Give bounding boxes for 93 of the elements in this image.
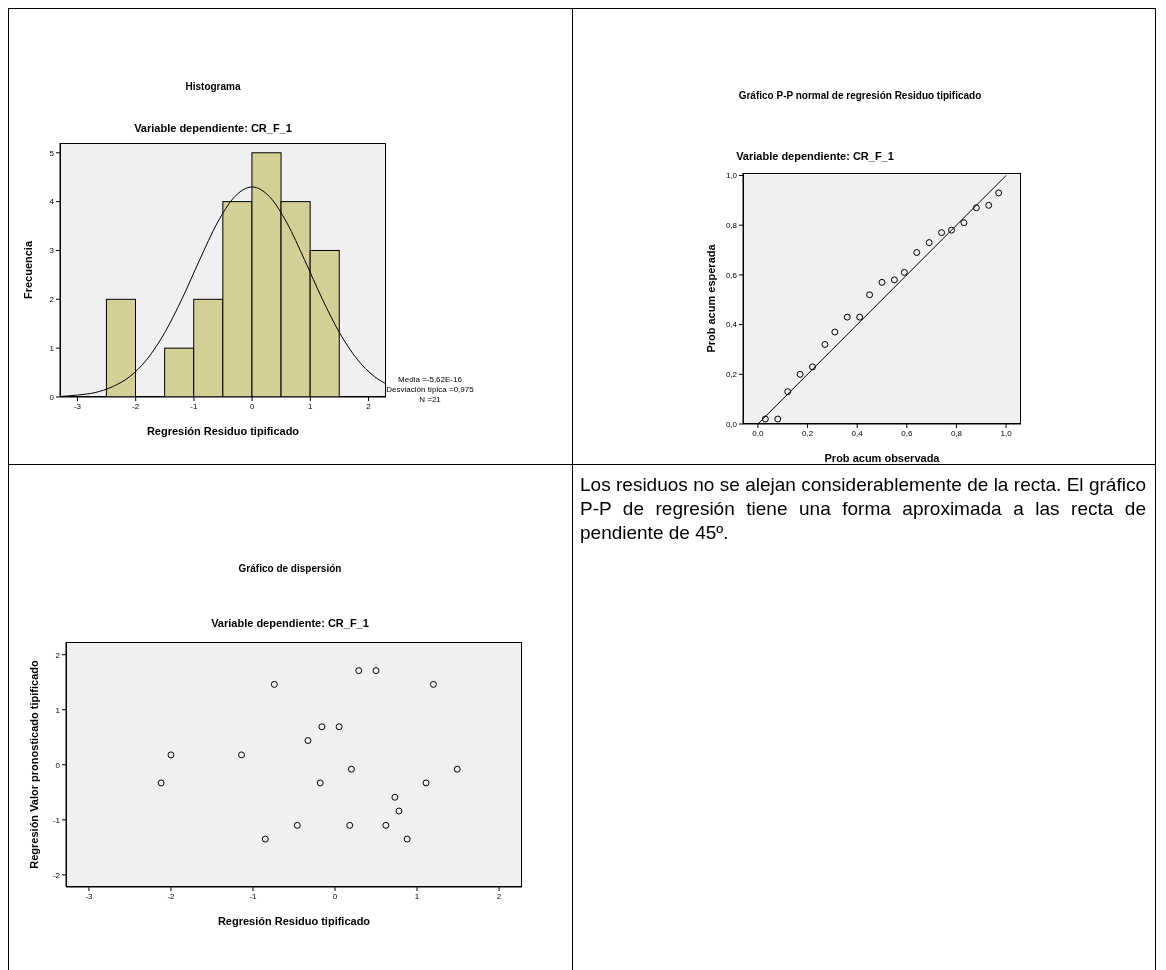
- x-axis-title: Prob acum observada: [824, 452, 941, 464]
- chart-title: Histograma: [184, 81, 242, 92]
- point: [972, 204, 980, 212]
- y-tick-label: 0,0: [725, 419, 738, 429]
- x-tick-label: 0: [332, 891, 338, 901]
- x-axis-title: Regresión Residuo tipificado: [217, 915, 371, 927]
- point: [293, 821, 301, 829]
- point: [796, 370, 804, 378]
- point: [261, 835, 269, 843]
- point: [831, 328, 839, 336]
- point: [774, 415, 782, 423]
- point: [453, 765, 461, 773]
- x-tick-label: -3: [85, 891, 94, 901]
- point: [403, 835, 411, 843]
- y-tick-label: 5: [49, 148, 55, 158]
- point: [157, 779, 165, 787]
- point: [938, 229, 946, 237]
- point: [784, 388, 792, 396]
- y-tick-label: 0,6: [725, 270, 738, 280]
- y-tick-label: 4: [49, 197, 55, 207]
- point: [238, 751, 245, 759]
- point: [318, 723, 326, 731]
- y-tick-label: 1: [55, 705, 61, 715]
- text: Los residuos no se alejan considerablemente de la recta. El gráfico P-P de regresión tiene una forma aproximada a las recta de pendiente de 45º.: [580, 473, 1146, 545]
- x-tick-label: -1: [190, 401, 198, 411]
- point: [925, 239, 933, 247]
- point: [866, 291, 874, 299]
- point: [304, 737, 312, 745]
- x-axis-title: Regresión Residuo tipificado: [146, 425, 300, 437]
- x-tick-label: 1: [414, 891, 420, 901]
- x-tick-label: 0,0: [752, 428, 764, 438]
- x-tick-label: 0,6: [901, 428, 913, 438]
- chart-subtitle: Variable dependiente: CR_F_1: [133, 122, 293, 134]
- point: [890, 276, 898, 284]
- y-tick-label: -2: [52, 870, 61, 880]
- text: N =21: [419, 395, 441, 404]
- point: [843, 313, 851, 321]
- chart-subtitle: Variable dependiente: CR_F_1: [735, 150, 895, 162]
- text: Media =-5,62E-16: [397, 375, 463, 385]
- point: [821, 341, 829, 348]
- x-tick-label: 0: [249, 401, 255, 411]
- point: [429, 680, 437, 688]
- x-tick-label: 1: [308, 401, 314, 411]
- point: [913, 249, 921, 256]
- point: [960, 219, 968, 227]
- x-tick-label: -1: [249, 891, 258, 901]
- x-tick-label: 2: [496, 891, 502, 901]
- y-axis-title: Regresión Valor pronosticado tipificado: [27, 660, 40, 869]
- point: [985, 201, 993, 209]
- y-tick-label: 1: [49, 343, 55, 353]
- text: Desviación típica =0,975: [385, 385, 475, 395]
- x-tick-label: -2: [132, 401, 140, 411]
- point: [878, 278, 886, 286]
- y-tick-label: 0,4: [725, 320, 738, 330]
- y-tick-label: 3: [49, 246, 55, 256]
- point: [167, 751, 175, 759]
- y-tick-label: 0: [49, 392, 55, 402]
- y-axis-title: Prob acum esperada: [704, 243, 717, 353]
- x-tick-label: 0,2: [801, 428, 814, 438]
- x-tick-label: -3: [73, 401, 82, 411]
- point: [316, 779, 324, 787]
- y-tick-label: 0: [55, 760, 61, 770]
- chart-subtitle: Variable dependiente: CR_F_1: [210, 617, 370, 629]
- point: [948, 226, 955, 234]
- point: [809, 363, 816, 371]
- chart-title: Gráfico de dispersión: [237, 563, 343, 574]
- point: [347, 765, 355, 773]
- point: [335, 723, 343, 731]
- x-tick-label: 1,0: [1000, 428, 1013, 438]
- point: [270, 680, 278, 688]
- x-tick-label: 0,4: [851, 428, 864, 438]
- point: [856, 313, 864, 321]
- x-tick-label: 0,8: [950, 428, 963, 438]
- y-tick-label: -1: [52, 815, 61, 825]
- y-tick-label: 1,0: [725, 171, 738, 181]
- point: [355, 667, 363, 675]
- x-tick-label: 2: [366, 401, 372, 411]
- point: [422, 779, 430, 787]
- point: [391, 793, 399, 801]
- point: [372, 667, 380, 675]
- y-axis-title: Frecuencia: [21, 240, 34, 300]
- y-tick-label: 0,8: [725, 221, 738, 231]
- y-tick-label: 0,2: [725, 370, 738, 380]
- point: [382, 821, 390, 829]
- point: [346, 821, 354, 829]
- point: [900, 268, 908, 276]
- chart-title: Gráfico P-P normal de regresión Residuo tipificado: [737, 90, 983, 101]
- x-tick-label: -2: [167, 891, 176, 901]
- point: [395, 807, 403, 815]
- y-tick-label: 2: [55, 650, 61, 660]
- point: [995, 189, 1003, 197]
- point: [761, 415, 769, 423]
- y-tick-label: 2: [49, 295, 55, 305]
